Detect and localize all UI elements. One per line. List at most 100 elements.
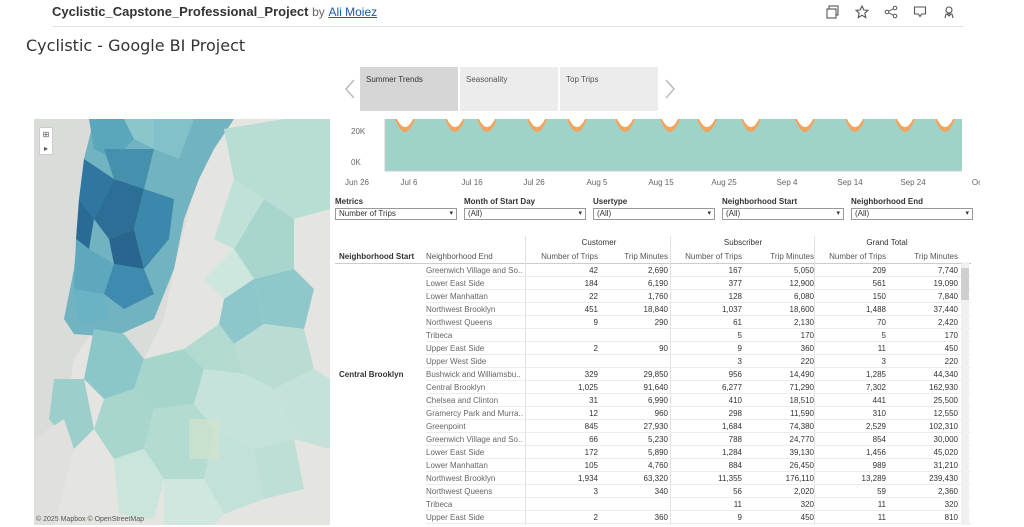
table-row[interactable]: Chelsea and Clinton 31 6,990 410 18,510 441 25…	[335, 394, 971, 407]
value-cell: 30,000	[933, 435, 958, 444]
star-icon[interactable]	[854, 4, 869, 19]
value-cell: 14,490	[789, 370, 814, 379]
row-divider	[426, 341, 971, 342]
value-cell: 1,037	[721, 305, 742, 314]
filter-dropdown[interactable]: (All) ▾	[722, 208, 844, 220]
value-cell: 209	[872, 266, 886, 275]
chart-area-gap	[529, 119, 545, 127]
scrollbar-thumb[interactable]	[961, 268, 969, 300]
row-divider	[426, 367, 971, 368]
table-row[interactable]: Lower Manhattan 22 1,760 128 6,080 150 7,840	[335, 290, 971, 303]
value-cell: 989	[872, 461, 886, 470]
table-row[interactable]: Upper West Side 3 220 3 220	[335, 355, 971, 368]
chevron-down-icon: ▾	[965, 210, 969, 217]
value-cell: 2	[593, 513, 598, 522]
column-header[interactable]: Number of Trips	[541, 252, 598, 261]
table-row[interactable]: Greenpoint 845 27,930 1,684 74,380 2,529 102,3…	[335, 420, 971, 433]
table-row[interactable]: Northwest Queens 9 290 61 2,130 70 2,420	[335, 316, 971, 329]
row-divider	[426, 276, 971, 277]
table-row[interactable]: Gramercy Park and Murra.. 12 960 298 11,590 3…	[335, 407, 971, 420]
map-search-icon[interactable]: ⊞	[42, 130, 50, 139]
table-row[interactable]: Upper East Side 2 90 9 360 11 450	[335, 342, 971, 355]
filter-label: Usertype	[593, 197, 628, 206]
value-cell: 66	[589, 435, 598, 444]
table-row[interactable]: Greenwich Village and So.. 42 2,690 167 5,05…	[335, 264, 971, 277]
filter-label: Neighborhood Start	[722, 197, 798, 206]
column-header[interactable]: Neighborhood End	[426, 252, 493, 261]
column-header[interactable]: Trip Minutes	[770, 252, 814, 261]
value-cell: 298	[728, 409, 742, 418]
story-prev-button[interactable]	[340, 67, 360, 111]
value-cell: 450	[800, 513, 814, 522]
table-row[interactable]: Central Brooklyn Bushwick and Williamsbu.…	[335, 368, 971, 381]
neighborhood-start-cell	[339, 381, 427, 394]
table-row[interactable]: Tribeca 5 170 5 170	[335, 329, 971, 342]
value-cell: 845	[584, 422, 598, 431]
copy-icon[interactable]	[825, 4, 840, 19]
comment-icon[interactable]	[912, 4, 927, 19]
table-row[interactable]: Northwest Brooklyn 1,934 63,320 11,355 176,1…	[335, 472, 971, 485]
value-cell: 320	[944, 500, 958, 509]
map-canvas	[34, 119, 330, 525]
column-header[interactable]: Number of Trips	[829, 252, 886, 261]
project-title: Cyclistic_Capstone_Professional_Project …	[52, 4, 377, 19]
y-tick-label: 0K	[351, 158, 361, 167]
value-cell: 61	[733, 318, 742, 327]
value-cell: 18,600	[789, 305, 814, 314]
column-header[interactable]: Trip Minutes	[914, 252, 958, 261]
value-cell: 1,684	[721, 422, 742, 431]
table-row[interactable]: Greenwich Village and So.. 66 5,230 788 24,7…	[335, 433, 971, 446]
neighborhood-start-cell	[339, 446, 427, 459]
row-divider	[426, 432, 971, 433]
table-row[interactable]: Northwest Brooklyn 451 18,840 1,037 18,600 1,…	[335, 303, 971, 316]
value-cell: 2,420	[937, 318, 958, 327]
table-row[interactable]: Central Brooklyn 1,025 91,640 6,277 71,290 7,…	[335, 381, 971, 394]
table-row[interactable]: Lower East Side 172 5,890 1,284 39,130 1,456 4…	[335, 446, 971, 459]
story-tab-summer-trends[interactable]: Summer Trends	[360, 67, 458, 111]
map-expand-icon[interactable]: ▸	[43, 144, 48, 153]
value-cell: 7,740	[937, 266, 958, 275]
value-cell: 3	[593, 487, 598, 496]
column-header[interactable]: Trip Minutes	[624, 252, 668, 261]
value-cell: 9	[737, 513, 742, 522]
filter-dropdown[interactable]: Number of Trips ▾	[335, 208, 457, 220]
value-cell: 102,310	[929, 422, 958, 431]
filter-dropdown[interactable]: (All) ▾	[851, 208, 973, 220]
row-divider	[426, 393, 971, 394]
story-next-button[interactable]	[660, 67, 680, 111]
filter-dropdown[interactable]: (All) ▾	[593, 208, 715, 220]
value-cell: 788	[728, 435, 742, 444]
neighborhood-start-cell	[339, 511, 427, 524]
column-header[interactable]: Neighborhood Start	[339, 252, 415, 261]
table-row[interactable]: Lower East Side 184 6,190 377 12,900 561 19,09…	[335, 277, 971, 290]
table-row[interactable]: Northwest Queens 3 340 56 2,020 59 2,360	[335, 485, 971, 498]
neighborhood-end-cell: Tribeca	[426, 500, 453, 509]
table-row[interactable]: Tribeca 11 320 11 320	[335, 498, 971, 511]
filter-dropdown[interactable]: (All) ▾	[464, 208, 586, 220]
y-tick-label: 20K	[351, 127, 366, 136]
x-tick-label: Sep 14	[837, 178, 863, 187]
author-link[interactable]: Ali Moiez	[328, 5, 378, 19]
share-icon[interactable]	[883, 4, 898, 19]
value-cell: 377	[728, 279, 742, 288]
chevron-down-icon: ▾	[578, 210, 582, 217]
table-row[interactable]: Lower Manhattan 105 4,760 884 26,450 989 31,21…	[335, 459, 971, 472]
chart-area-gap	[447, 119, 463, 127]
neighborhood-start-cell	[339, 485, 427, 498]
neighborhood-map[interactable]: ⊞ ▸ © 2025 Mapbox © OpenStreetMap	[34, 119, 330, 525]
neighborhood-end-cell: Gramercy Park and Murra..	[426, 409, 523, 418]
story-tab-seasonality[interactable]: Seasonality	[460, 67, 558, 111]
chevron-left-icon	[344, 79, 355, 99]
neighborhood-start-cell	[339, 342, 427, 355]
x-tick-label: Jul 16	[461, 178, 483, 187]
map-attribution: © 2025 Mapbox © OpenStreetMap	[36, 516, 144, 523]
table-scrollbar[interactable]	[961, 262, 969, 525]
group-header: Grand Total	[866, 238, 908, 247]
column-header[interactable]: Number of Trips	[685, 252, 742, 261]
table-row[interactable]: Upper East Side 2 360 9 450 11 810	[335, 511, 971, 524]
value-cell: 6,277	[721, 383, 742, 392]
profile-icon[interactable]	[941, 4, 956, 19]
story-tab-top-trips[interactable]: Top Trips	[560, 67, 658, 111]
x-tick-label: Jul 26	[523, 178, 545, 187]
value-cell: 56	[733, 487, 742, 496]
